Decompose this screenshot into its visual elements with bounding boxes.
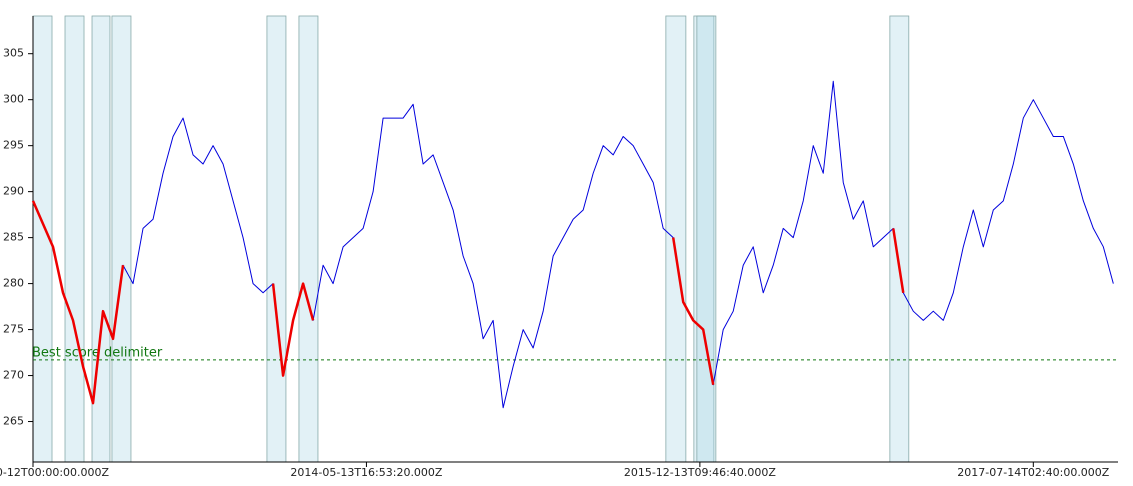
y-tick-label: 300 xyxy=(3,93,24,106)
anomaly-window xyxy=(665,15,687,463)
anomaly-window xyxy=(266,15,287,463)
y-tick-label: 290 xyxy=(3,185,24,198)
y-tick-label: 275 xyxy=(3,323,24,336)
y-tick-label: 270 xyxy=(3,369,24,382)
y-tick-label: 285 xyxy=(3,231,24,244)
x-tick-label: 2014-05-13T16:53:20.000Z xyxy=(290,466,443,479)
y-tick-label: 305 xyxy=(3,47,24,60)
anomaly-window xyxy=(889,15,910,463)
x-tick-label: 2012-10-12T00:00:00.000Z xyxy=(0,466,110,479)
y-tick-label: 265 xyxy=(3,415,24,428)
anomaly-window xyxy=(696,15,717,463)
x-tick-label: 2015-12-13T09:46:40.000Z xyxy=(624,466,777,479)
anomaly-window xyxy=(298,15,319,463)
anomaly-line xyxy=(31,200,905,405)
series-line xyxy=(32,80,1114,409)
anomaly-window xyxy=(111,15,132,463)
y-tick-label: 280 xyxy=(3,277,24,290)
anomaly-window xyxy=(64,15,85,463)
x-tick-label: 2017-07-14T02:40:00.000Z xyxy=(957,466,1110,479)
y-tick-label: 295 xyxy=(3,139,24,152)
